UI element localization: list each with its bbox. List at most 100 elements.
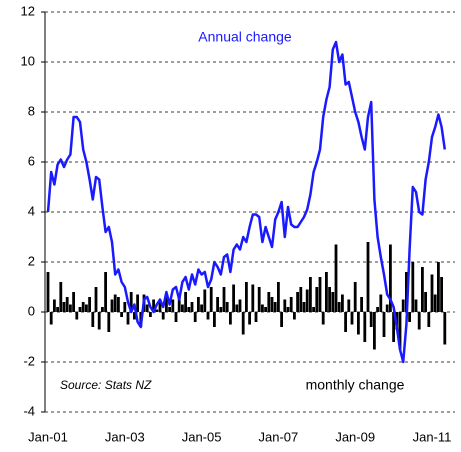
bar [184,292,187,312]
bar [62,302,66,312]
bar [193,312,197,322]
bar [350,312,354,325]
bar [325,272,328,312]
y-tick-label: -4 [23,403,35,418]
bar [187,307,191,312]
bar [219,307,223,312]
bar [405,272,408,312]
bar [107,312,111,332]
y-tick-label: 10 [21,53,35,68]
bar [133,312,136,320]
bar [149,312,152,317]
bar [389,244,392,312]
bar [235,304,239,312]
bar [229,312,232,325]
bar [408,312,411,322]
bar [305,289,309,312]
bar [123,302,127,312]
bar [94,287,98,312]
bar [152,299,155,312]
bar [286,307,290,312]
bar [417,312,421,330]
bar [337,302,341,312]
bar [110,299,114,312]
bar [289,297,293,312]
bar [264,307,267,312]
bar [437,262,440,312]
bar [299,287,303,312]
bar [181,304,184,312]
bar [366,242,370,312]
bar [328,287,331,312]
bar [197,297,200,312]
bar [165,294,168,312]
bar [334,244,338,312]
bar [293,312,296,320]
bar [238,299,242,312]
bar [91,312,95,327]
bar [49,312,53,325]
bar [270,297,274,312]
x-tick-label: Jan-07 [259,429,299,444]
bar [273,302,277,312]
bar [331,292,335,312]
y-tick-label: 2 [28,253,35,268]
bar [309,277,312,312]
x-tick-label: Jan-05 [182,429,222,444]
bar [414,299,418,312]
bar [213,312,216,327]
bar [200,304,203,312]
bar-label: monthly change [306,377,405,393]
bar [312,307,315,312]
bar [155,309,159,312]
bar [427,312,431,327]
bar [363,312,367,342]
bar [360,297,363,312]
bar [251,284,255,312]
y-tick-label: 8 [28,103,35,118]
bar [56,307,59,312]
bar [72,292,75,312]
bar [81,302,85,312]
bar [101,307,104,312]
bar [53,299,56,312]
bar [440,277,443,312]
bar [145,304,149,312]
bar [88,297,91,312]
bar [168,307,171,312]
bar [398,312,402,350]
bar [158,302,162,312]
bar [161,312,165,320]
bar [315,287,319,312]
bar [430,274,434,312]
x-tick-label: Jan-01 [28,429,68,444]
bar [206,312,210,320]
bar [46,272,50,312]
bar [78,307,82,312]
bar [254,312,258,322]
bar [59,282,63,312]
line-label: Annual change [198,29,292,45]
bar [241,312,245,335]
bar [190,302,194,312]
bar [280,312,283,327]
bar [104,272,107,312]
bar [117,297,120,312]
y-tick-label: -2 [23,353,35,368]
bar [75,312,79,320]
y-tick-label: 12 [21,3,35,18]
y-tick-label: 6 [28,153,35,168]
bar [136,294,139,312]
bar [379,294,383,312]
bar [216,297,219,312]
bar [382,312,386,337]
bar [267,292,271,312]
bar [344,312,347,332]
bar [120,312,123,317]
bar [171,299,175,312]
bar [277,282,280,312]
bar [97,312,101,330]
bar [341,294,344,312]
source-note: Source: Stats NZ [60,378,152,392]
line [46,40,447,364]
